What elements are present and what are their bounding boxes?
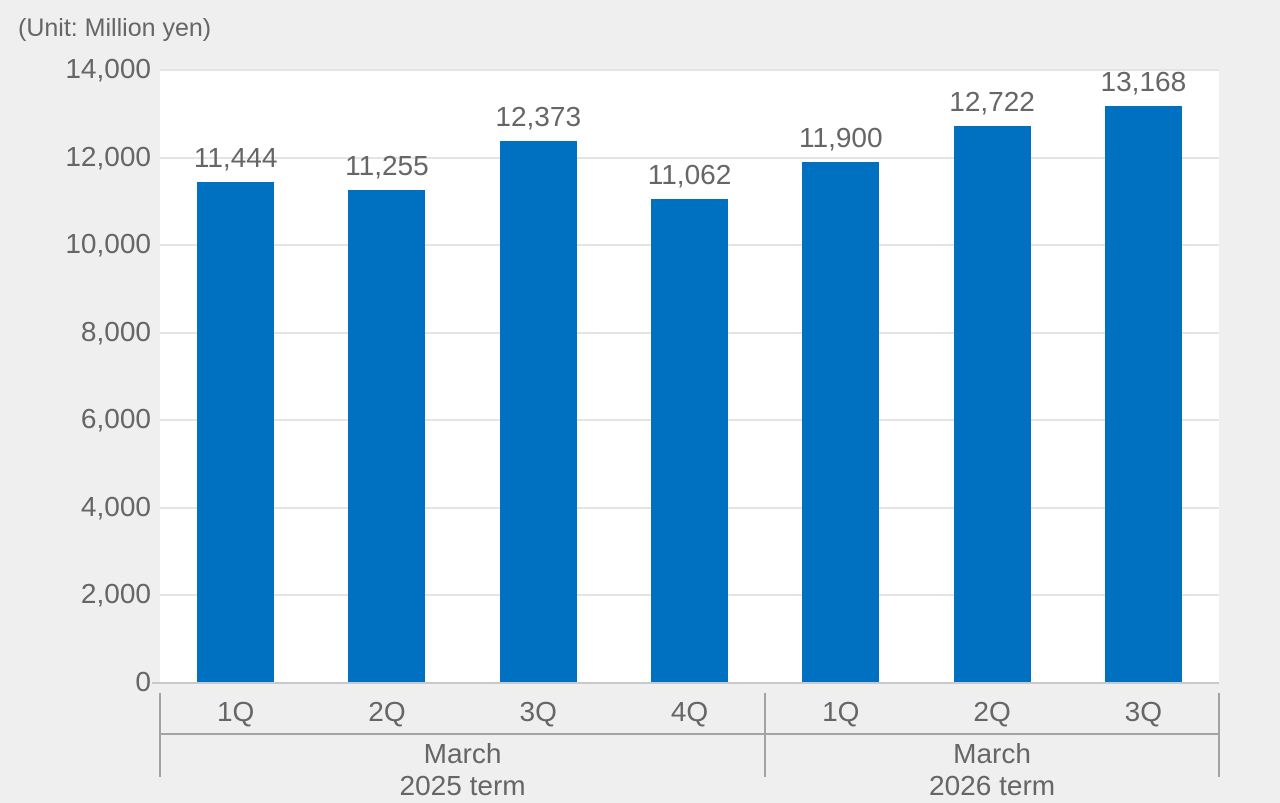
fiscal-term-label-line: 2026 term: [929, 770, 1056, 801]
x-axis-quarter-label: 1Q: [216, 696, 255, 727]
x-axis-quarter-label: 1Q: [822, 696, 860, 727]
group-separator-line: [764, 693, 766, 777]
bar-value-label: 11,062: [647, 159, 732, 190]
bar-value-label: 12,373: [495, 101, 582, 132]
bar-value-label: 13,168: [1100, 66, 1187, 97]
y-axis-tick-label: 8,000: [80, 315, 151, 347]
bar-value-label: 12,722: [949, 86, 1035, 117]
x-axis-quarter-label: 3Q: [519, 696, 557, 727]
gridline: [160, 156, 1219, 159]
bar: [197, 182, 274, 683]
bar: [500, 141, 577, 683]
fiscal-term-label: March 2026 term: [929, 738, 1055, 802]
bar: [348, 190, 425, 683]
fiscal-term-label-line: March: [423, 738, 502, 769]
bar-value-label: 11,444: [193, 142, 278, 173]
x-axis-quarter-label: 3Q: [1124, 696, 1163, 727]
y-axis-tick-label: 12,000: [65, 140, 151, 172]
fiscal-term-label-line: 2025 term: [399, 770, 526, 801]
y-axis-tick-label: 0: [135, 666, 151, 697]
y-axis-tick-label: 10,000: [65, 228, 151, 260]
x-axis-quarter-label: 2Q: [973, 696, 1011, 727]
bar: [1105, 106, 1182, 683]
fiscal-term-label-line: March: [953, 738, 1031, 769]
bar: [651, 199, 728, 683]
unit-label: (Unit: Million yen): [18, 14, 212, 42]
x-axis-quarter-label: 4Q: [670, 696, 709, 727]
quarter-term-divider-line: [160, 733, 1219, 735]
x-axis-line: [152, 682, 1219, 684]
fiscal-term-label: March 2025 term: [400, 738, 526, 802]
bar: [954, 126, 1031, 683]
y-axis-tick-label: 14,000: [65, 53, 151, 84]
gridline: [160, 69, 1219, 71]
bar-value-label: 11,255: [345, 150, 429, 181]
y-axis-tick-label: 4,000: [80, 490, 151, 522]
y-axis-tick-label: 6,000: [80, 403, 151, 435]
bar: [802, 162, 879, 683]
y-axis-tick-label: 2,000: [80, 578, 151, 610]
bar-value-label: 11,900: [799, 122, 883, 153]
group-separator-line: [159, 693, 161, 777]
plot-area: [160, 69, 1219, 683]
group-separator-line: [1218, 693, 1220, 777]
x-axis-quarter-label: 2Q: [368, 696, 406, 727]
